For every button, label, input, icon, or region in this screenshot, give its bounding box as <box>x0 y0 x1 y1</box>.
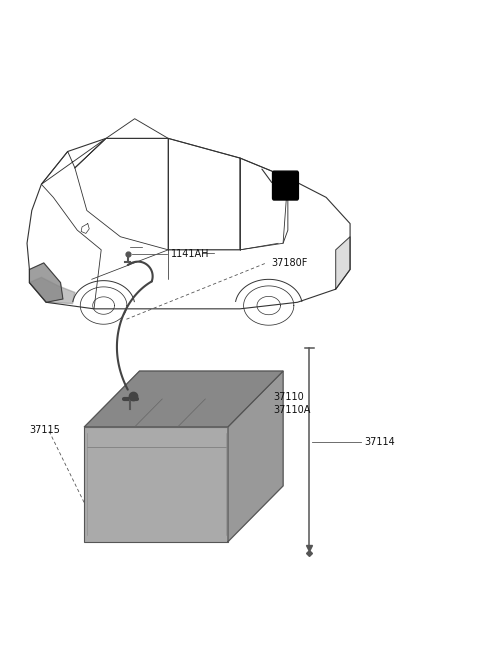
Polygon shape <box>228 371 283 541</box>
Polygon shape <box>336 237 350 289</box>
Polygon shape <box>84 371 283 427</box>
Text: 37180F: 37180F <box>271 258 308 268</box>
Polygon shape <box>29 263 63 302</box>
Text: 37110: 37110 <box>274 392 304 402</box>
Bar <box>84 427 228 541</box>
Text: 37114: 37114 <box>364 437 395 447</box>
Text: 37115: 37115 <box>29 425 60 435</box>
Text: 1141AH: 1141AH <box>170 249 209 259</box>
Text: 37110A: 37110A <box>274 405 311 415</box>
Polygon shape <box>29 277 75 304</box>
FancyBboxPatch shape <box>273 171 299 200</box>
